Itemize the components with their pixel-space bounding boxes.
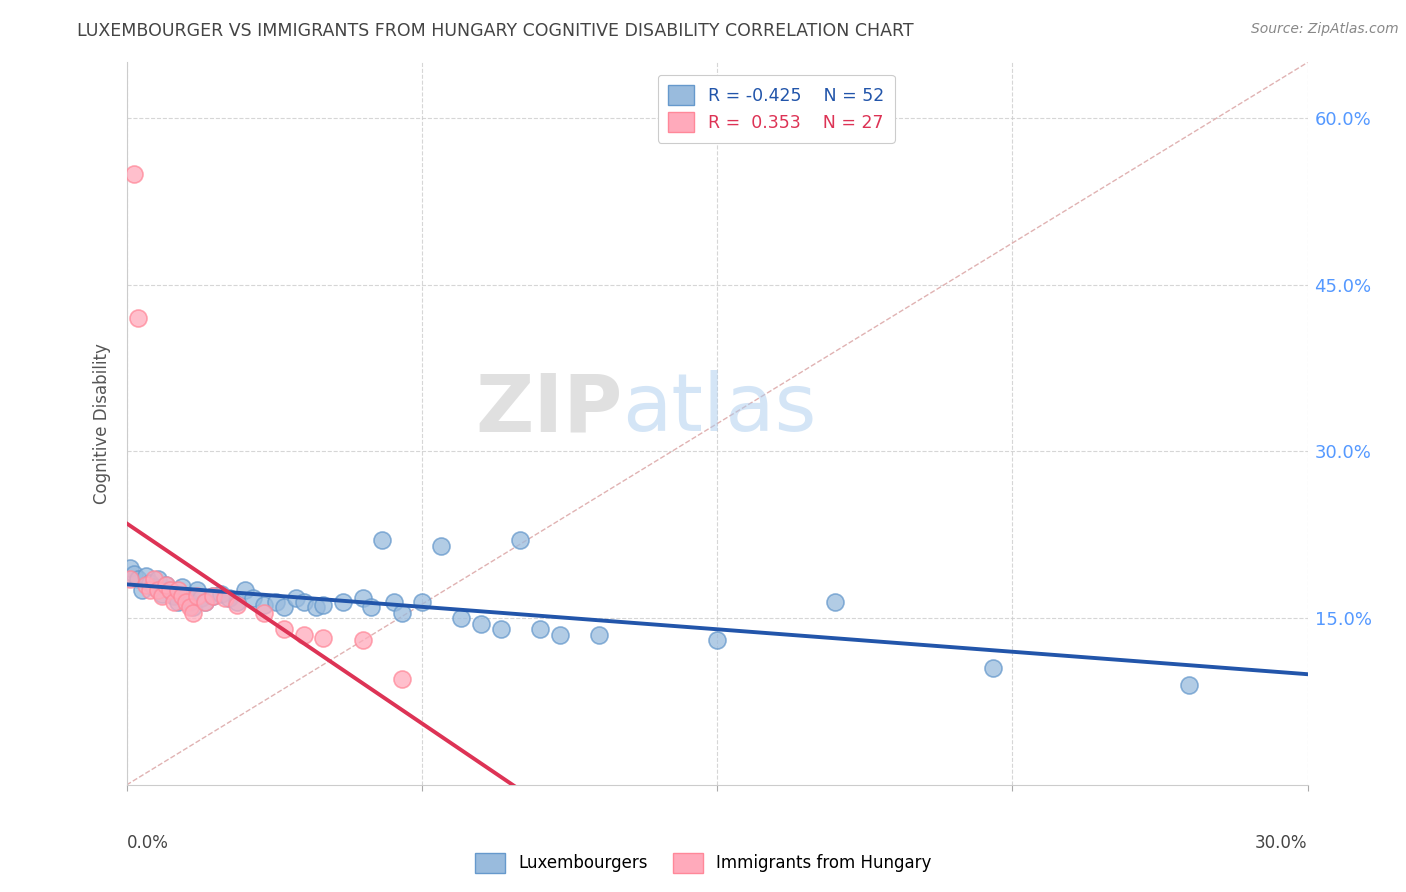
Text: ZIP: ZIP (475, 370, 623, 449)
Point (179, 600, 201, 615)
Point (332, 594, 354, 608)
Point (233, 583, 256, 598)
Point (824, 594, 846, 608)
Point (194, 594, 217, 608)
Point (548, 628, 571, 642)
Point (273, 623, 295, 637)
Point (150, 589, 173, 603)
Point (139, 583, 162, 598)
Point (146, 572, 169, 586)
Point (174, 589, 197, 603)
Point (135, 578, 157, 592)
Point (159, 583, 181, 598)
Point (143, 572, 166, 586)
Point (391, 673, 413, 687)
Point (163, 589, 186, 603)
Point (127, 311, 149, 326)
Point (131, 583, 153, 598)
Point (529, 623, 551, 637)
Point (360, 600, 382, 615)
Point (430, 539, 453, 553)
Text: 30.0%: 30.0% (1256, 834, 1308, 852)
Point (450, 611, 472, 625)
Point (163, 594, 186, 608)
Point (1178, 678, 1201, 692)
Point (124, 167, 146, 181)
Point (304, 600, 326, 615)
Legend: R = -0.425    N = 52, R =  0.353    N = 27: R = -0.425 N = 52, R = 0.353 N = 27 (658, 75, 894, 143)
Point (382, 594, 405, 608)
Text: atlas: atlas (623, 370, 817, 449)
Point (174, 594, 197, 608)
Point (253, 598, 276, 612)
Point (179, 594, 201, 608)
Point (214, 591, 236, 606)
Point (202, 589, 225, 603)
Point (242, 591, 264, 606)
Point (155, 578, 177, 592)
Point (352, 633, 374, 648)
Point (186, 583, 208, 598)
Point (202, 589, 225, 603)
Point (159, 583, 181, 598)
Point (292, 628, 315, 642)
Point (470, 616, 492, 631)
Point (190, 591, 212, 606)
Point (146, 583, 169, 598)
Point (489, 623, 512, 637)
Point (155, 578, 177, 592)
Point (127, 572, 149, 586)
Point (150, 587, 173, 601)
Point (218, 591, 240, 606)
Point (143, 580, 166, 594)
Point (135, 569, 157, 583)
Text: 0.0%: 0.0% (127, 834, 169, 852)
Point (170, 580, 193, 594)
Point (391, 606, 413, 620)
Point (139, 575, 162, 590)
Text: LUXEMBOURGER VS IMMIGRANTS FROM HUNGARY COGNITIVE DISABILITY CORRELATION CHART: LUXEMBOURGER VS IMMIGRANTS FROM HUNGARY … (77, 22, 914, 40)
Point (411, 594, 433, 608)
Point (120, 572, 142, 586)
Legend: Luxembourgers, Immigrants from Hungary: Luxembourgers, Immigrants from Hungary (468, 847, 938, 880)
Point (183, 606, 205, 620)
Point (292, 594, 315, 608)
Point (120, 561, 142, 575)
Point (209, 587, 232, 601)
Point (706, 633, 728, 648)
Point (264, 594, 287, 608)
Point (284, 591, 307, 606)
Y-axis label: Cognitive Disability: Cognitive Disability (93, 343, 111, 504)
Point (183, 600, 205, 615)
Point (588, 628, 610, 642)
Point (194, 594, 217, 608)
Point (124, 566, 146, 581)
Point (509, 533, 531, 548)
Point (371, 533, 394, 548)
Point (225, 598, 247, 612)
Point (312, 632, 335, 646)
Point (981, 661, 1004, 675)
Point (170, 589, 193, 603)
Point (166, 594, 188, 608)
Point (253, 606, 276, 620)
Point (352, 591, 374, 606)
Point (312, 598, 335, 612)
Point (225, 594, 247, 608)
Text: Source: ZipAtlas.com: Source: ZipAtlas.com (1251, 22, 1399, 37)
Point (186, 589, 208, 603)
Point (273, 600, 295, 615)
Point (166, 583, 188, 598)
